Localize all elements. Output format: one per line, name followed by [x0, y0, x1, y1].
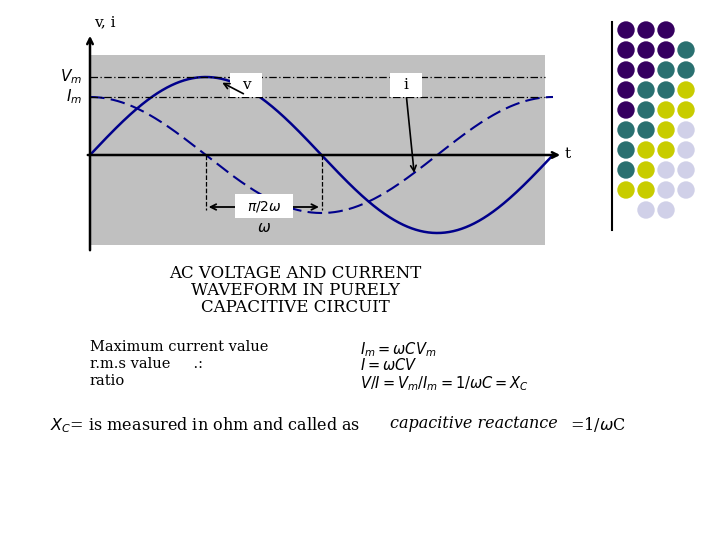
Text: v: v [241, 78, 250, 92]
Circle shape [658, 102, 674, 118]
Circle shape [678, 82, 694, 98]
Circle shape [658, 42, 674, 58]
Circle shape [618, 42, 634, 58]
Text: $I_m$: $I_m$ [66, 87, 82, 106]
Circle shape [678, 162, 694, 178]
Circle shape [638, 22, 654, 38]
Circle shape [638, 202, 654, 218]
Circle shape [658, 22, 674, 38]
Circle shape [678, 42, 694, 58]
Circle shape [678, 62, 694, 78]
Circle shape [638, 182, 654, 198]
Text: CAPACITIVE CIRCUIT: CAPACITIVE CIRCUIT [201, 299, 390, 316]
Circle shape [658, 202, 674, 218]
Circle shape [678, 102, 694, 118]
Text: $\omega$: $\omega$ [257, 221, 271, 235]
Circle shape [658, 182, 674, 198]
Text: AC VOLTAGE AND CURRENT: AC VOLTAGE AND CURRENT [169, 265, 421, 282]
Bar [90, 55, 545, 245]
Circle shape [618, 22, 634, 38]
Text: v, i: v, i [94, 15, 115, 29]
Text: $V/I = V_m/I_m =  1/\omega C = X_C$: $V/I = V_m/I_m = 1/\omega C = X_C$ [360, 374, 529, 393]
Text: Maximum current value: Maximum current value [90, 340, 269, 354]
FancyBboxPatch shape [390, 73, 422, 97]
Circle shape [658, 62, 674, 78]
Circle shape [678, 182, 694, 198]
Circle shape [678, 142, 694, 158]
Circle shape [638, 142, 654, 158]
Text: $\pi/2\omega$: $\pi/2\omega$ [247, 199, 281, 213]
Text: t: t [565, 147, 571, 161]
Text: $I_m = \omega CV_m$: $I_m = \omega CV_m$ [360, 340, 436, 359]
Circle shape [638, 42, 654, 58]
Text: r.m.s value     .:: r.m.s value .: [90, 357, 203, 371]
Text: $I = \omega CV$: $I = \omega CV$ [360, 357, 418, 373]
Circle shape [658, 142, 674, 158]
Circle shape [658, 162, 674, 178]
Circle shape [618, 102, 634, 118]
Circle shape [618, 62, 634, 78]
Text: i: i [404, 78, 409, 92]
Circle shape [658, 82, 674, 98]
Text: WAVEFORM IN PURELY: WAVEFORM IN PURELY [191, 282, 400, 299]
Circle shape [638, 82, 654, 98]
Text: $V_m$: $V_m$ [60, 68, 82, 86]
Circle shape [638, 102, 654, 118]
Circle shape [638, 162, 654, 178]
FancyBboxPatch shape [230, 73, 262, 97]
Circle shape [618, 122, 634, 138]
Circle shape [638, 62, 654, 78]
Circle shape [618, 162, 634, 178]
Circle shape [638, 122, 654, 138]
Text: $X_C$= is measured in ohm and called as: $X_C$= is measured in ohm and called as [50, 415, 361, 435]
Text: ratio: ratio [90, 374, 125, 388]
Text: =1/$\omega$C: =1/$\omega$C [565, 415, 626, 434]
Circle shape [618, 82, 634, 98]
Circle shape [618, 142, 634, 158]
Circle shape [618, 182, 634, 198]
Circle shape [658, 122, 674, 138]
Text: capacitive reactance: capacitive reactance [390, 415, 558, 432]
FancyBboxPatch shape [235, 194, 293, 218]
Circle shape [678, 122, 694, 138]
